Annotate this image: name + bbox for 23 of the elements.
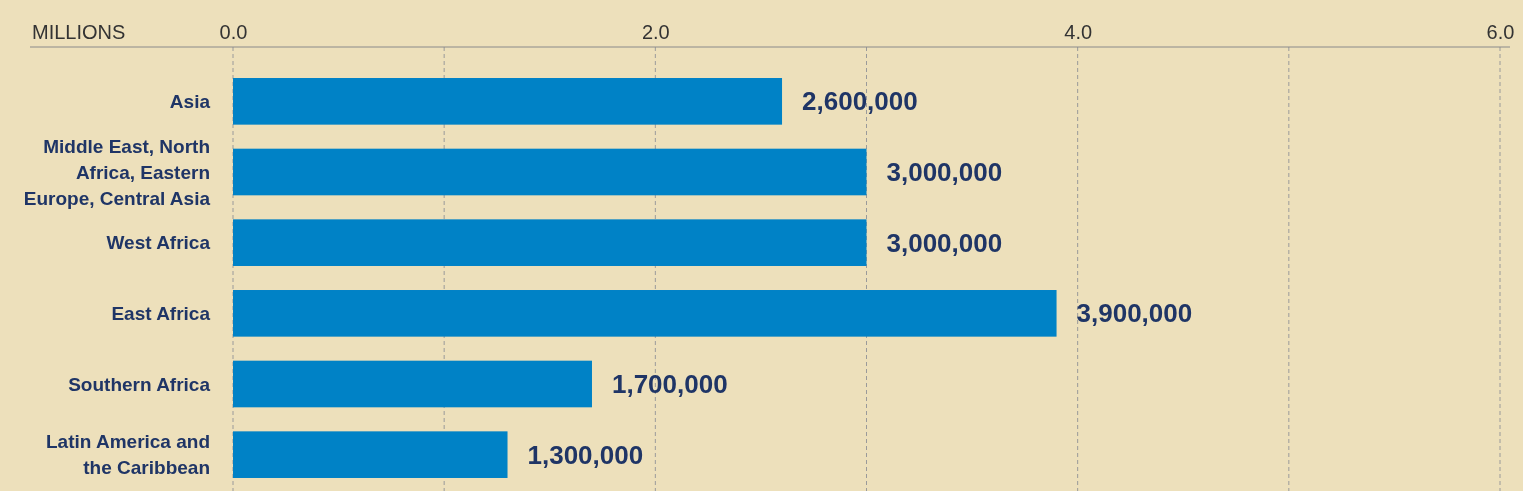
x-tick-label: 6.0 (1486, 21, 1515, 43)
annotation: 3,000,000 (886, 227, 1003, 258)
bar (233, 290, 1057, 337)
bar (233, 431, 508, 478)
bar (233, 78, 783, 125)
x-tick-label: 0.0 (219, 21, 248, 43)
bar (233, 360, 592, 408)
y-tick-label: Southern Africa (68, 373, 211, 395)
annotation: 1,700,000 (611, 369, 728, 400)
y-tick-label: Latin America and the Caribbean (45, 431, 210, 479)
y-tick-label: Middle East, North Africa, Eastern Europe, Central Asia (23, 135, 211, 209)
annotation: 1,300,000 (527, 439, 644, 470)
bar (233, 148, 867, 196)
annotation: 3,000,000 (886, 157, 1003, 188)
annotation: 2,600,000 (802, 86, 918, 117)
bar (233, 219, 867, 266)
annotation: 3,900,000 (1076, 298, 1193, 329)
x-tick-label: 4.0 (1064, 21, 1093, 43)
y-tick-label: West Africa (106, 232, 211, 254)
y-tick-label: Asia (169, 90, 211, 112)
x-axis-title: MILLIONS (32, 21, 126, 43)
x-tick-label: 2.0 (641, 21, 670, 43)
y-tick-label: East Africa (111, 302, 211, 324)
